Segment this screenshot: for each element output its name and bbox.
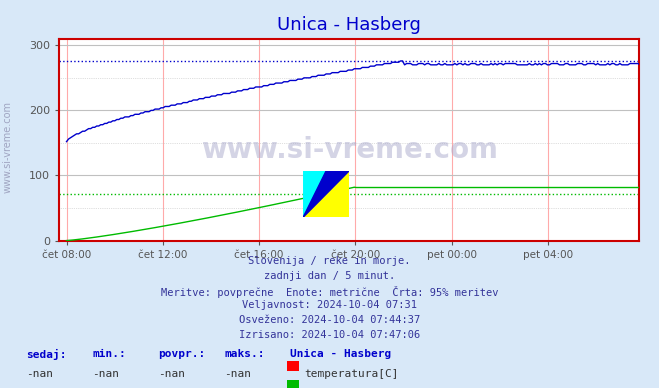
Polygon shape: [303, 171, 349, 217]
Polygon shape: [303, 171, 326, 217]
Polygon shape: [303, 171, 349, 217]
Text: Izrisano: 2024-10-04 07:47:06: Izrisano: 2024-10-04 07:47:06: [239, 330, 420, 340]
Text: zadnji dan / 5 minut.: zadnji dan / 5 minut.: [264, 271, 395, 281]
Text: www.si-vreme.com: www.si-vreme.com: [3, 101, 13, 194]
Text: Veljavnost: 2024-10-04 07:31: Veljavnost: 2024-10-04 07:31: [242, 300, 417, 310]
Text: sedaj:: sedaj:: [26, 349, 67, 360]
Text: www.si-vreme.com: www.si-vreme.com: [201, 136, 498, 164]
Text: Osveženo: 2024-10-04 07:44:37: Osveženo: 2024-10-04 07:44:37: [239, 315, 420, 325]
Text: -nan: -nan: [158, 369, 185, 379]
Text: maks.:: maks.:: [224, 349, 264, 359]
Text: -nan: -nan: [92, 369, 119, 379]
Text: temperatura[C]: temperatura[C]: [304, 369, 399, 379]
Text: Meritve: povprečne  Enote: metrične  Črta: 95% meritev: Meritve: povprečne Enote: metrične Črta:…: [161, 286, 498, 298]
Text: min.:: min.:: [92, 349, 126, 359]
Text: -nan: -nan: [26, 369, 53, 379]
Text: -nan: -nan: [224, 369, 251, 379]
Text: Slovenija / reke in morje.: Slovenija / reke in morje.: [248, 256, 411, 266]
Text: povpr.:: povpr.:: [158, 349, 206, 359]
Title: Unica - Hasberg: Unica - Hasberg: [277, 16, 421, 35]
Text: Unica - Hasberg: Unica - Hasberg: [290, 349, 391, 359]
